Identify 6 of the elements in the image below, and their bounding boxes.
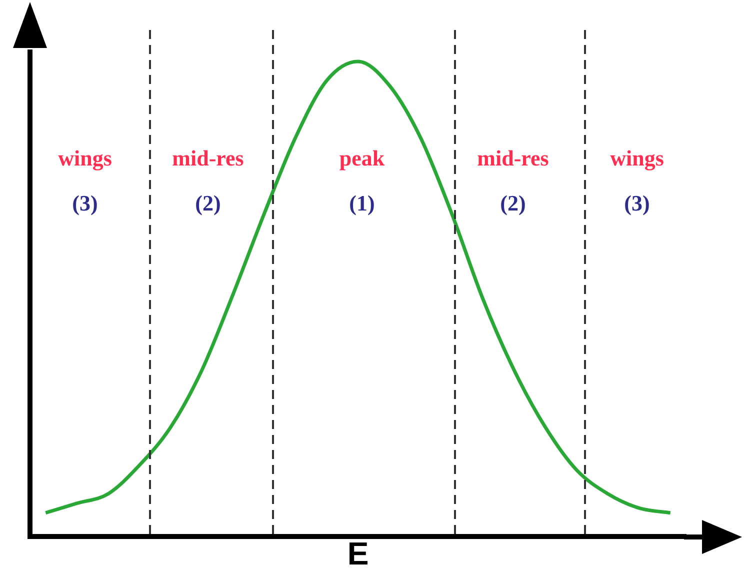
annotation: mid-res (2): [172, 146, 244, 216]
annotation: mid-res (2): [477, 146, 550, 216]
x-axis-title: E: [347, 536, 369, 572]
annotation: peak (1): [339, 146, 386, 216]
annotation: wings (3): [610, 146, 664, 216]
annotation: wings (3): [58, 146, 112, 216]
